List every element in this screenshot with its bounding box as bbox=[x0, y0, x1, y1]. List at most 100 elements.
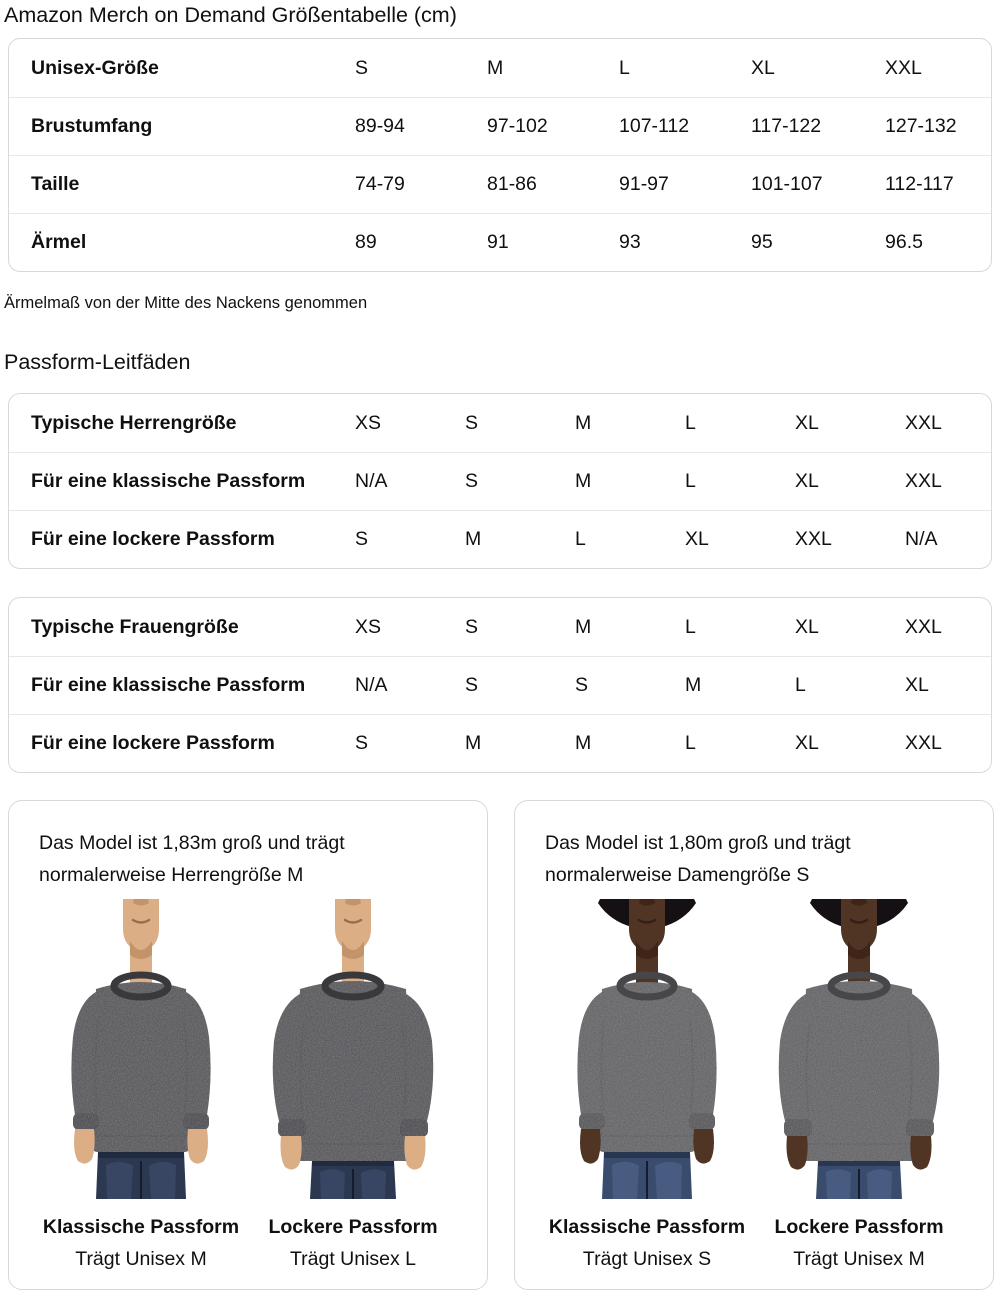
table-row: Unisex-Größe S M L XL XXL bbox=[9, 39, 991, 97]
male-model-card: Das Model ist 1,83m groß und trägt norma… bbox=[8, 800, 488, 1290]
row-value: XXL bbox=[905, 470, 942, 492]
fit-label: Lockere Passform bbox=[268, 1216, 438, 1238]
model-figure-loose: Lockere Passform Trägt Unisex L bbox=[247, 899, 459, 1271]
row-label: Typische Frauengröße bbox=[31, 615, 239, 638]
male-classic-fit-photo bbox=[36, 899, 246, 1199]
row-value: M bbox=[575, 615, 592, 638]
row-value: M bbox=[685, 674, 702, 696]
row-value: 89-94 bbox=[355, 115, 405, 137]
row-value: 127-132 bbox=[885, 115, 957, 137]
row-value: 93 bbox=[619, 231, 641, 253]
fit-label: Lockere Passform bbox=[774, 1216, 944, 1238]
model-figure-classic: Klassische Passform Trägt Unisex S bbox=[541, 899, 753, 1271]
row-value: XL bbox=[795, 470, 819, 492]
model-figure-loose: Lockere Passform Trägt Unisex M bbox=[753, 899, 965, 1271]
row-value: XS bbox=[355, 615, 382, 638]
row-label: Für eine klassische Passform bbox=[31, 470, 306, 492]
model-figures: Klassische Passform Trägt Unisex S Locke… bbox=[535, 899, 971, 1271]
table-row: Für eine klassische Passform N/A S S M L… bbox=[9, 656, 991, 714]
row-label: Ärmel bbox=[31, 231, 87, 253]
model-description: Das Model ist 1,83m groß und trägt norma… bbox=[39, 832, 345, 886]
row-value: S bbox=[355, 732, 369, 754]
row-value: M bbox=[465, 528, 482, 550]
row-value: N/A bbox=[905, 528, 938, 550]
row-value: L bbox=[685, 411, 696, 434]
row-value: L bbox=[619, 56, 630, 79]
row-value: 112-117 bbox=[885, 173, 954, 195]
table-row: Ärmel 89 91 93 95 96.5 bbox=[9, 213, 991, 271]
row-value: L bbox=[575, 528, 586, 550]
male-loose-fit-photo bbox=[248, 899, 458, 1199]
row-value: 96.5 bbox=[885, 231, 923, 253]
fit-guides-heading: Passform-Leitfäden bbox=[4, 350, 191, 374]
model-cards: Das Model ist 1,83m groß und trägt norma… bbox=[8, 800, 1000, 1290]
table-row: Für eine lockere Passform S M L XL XXL N… bbox=[9, 510, 991, 568]
table-row: Für eine lockere Passform S M M L XL XXL bbox=[9, 714, 991, 772]
row-value: 81-86 bbox=[487, 173, 537, 195]
row-value: 89 bbox=[355, 231, 377, 253]
row-value: M bbox=[465, 732, 482, 754]
female-classic-fit-photo bbox=[542, 899, 752, 1199]
row-value: S bbox=[465, 470, 479, 492]
size-label: Trägt Unisex S bbox=[582, 1248, 712, 1270]
row-value: S bbox=[355, 528, 369, 550]
row-value: L bbox=[685, 615, 696, 638]
table-row: Taille 74-79 81-86 91-97 101-107 112-117 bbox=[9, 155, 991, 213]
row-value: S bbox=[465, 674, 479, 696]
mens-fit-table: Typische Herrengröße XS S M L XL XXL Für… bbox=[8, 393, 992, 569]
row-value: XL bbox=[795, 732, 819, 754]
row-value: XXL bbox=[905, 615, 942, 638]
unisex-size-table: Unisex-Größe S M L XL XXL Brustumfang 89… bbox=[8, 38, 992, 272]
female-model-card: Das Model ist 1,80m groß und trägt norma… bbox=[514, 800, 994, 1290]
row-value: 91-97 bbox=[619, 173, 669, 195]
row-value: XXL bbox=[885, 56, 922, 79]
table-row: Brustumfang 89-94 97-102 107-112 117-122… bbox=[9, 97, 991, 155]
sleeve-measure-note: Ärmelmaß von der Mitte des Nackens genom… bbox=[4, 294, 368, 312]
row-value: 95 bbox=[751, 231, 773, 253]
size-label: Trägt Unisex L bbox=[289, 1248, 417, 1270]
table-row: Typische Frauengröße XS S M L XL XXL bbox=[9, 598, 991, 656]
row-label: Typische Herrengröße bbox=[31, 411, 237, 434]
row-value: XL bbox=[685, 528, 709, 550]
womens-fit-table: Typische Frauengröße XS S M L XL XXL Für… bbox=[8, 597, 992, 773]
row-label: Brustumfang bbox=[31, 115, 153, 137]
row-value: 91 bbox=[487, 231, 509, 253]
row-value: XXL bbox=[905, 732, 942, 754]
row-value: L bbox=[685, 732, 696, 754]
row-value: 117-122 bbox=[751, 115, 822, 137]
row-value: M bbox=[575, 732, 592, 754]
model-figures: Klassische Passform Trägt Unisex M Locke… bbox=[29, 899, 465, 1271]
row-value: XL bbox=[905, 674, 929, 696]
row-value: M bbox=[575, 470, 592, 492]
row-value: XXL bbox=[905, 411, 942, 434]
row-label: Taille bbox=[31, 173, 80, 195]
row-value: N/A bbox=[355, 674, 388, 696]
size-label: Trägt Unisex M bbox=[793, 1248, 925, 1270]
row-value: S bbox=[575, 674, 589, 696]
row-value: 107-112 bbox=[619, 115, 690, 137]
table-row: Typische Herrengröße XS S M L XL XXL bbox=[9, 394, 991, 452]
row-value: 101-107 bbox=[751, 173, 823, 195]
model-description: Das Model ist 1,80m groß und trägt norma… bbox=[545, 832, 851, 886]
row-value: XL bbox=[751, 56, 775, 79]
row-label: Für eine klassische Passform bbox=[31, 674, 306, 696]
row-value: 74-79 bbox=[355, 173, 405, 195]
row-label: Unisex-Größe bbox=[31, 56, 159, 79]
row-value: S bbox=[465, 411, 479, 434]
row-value: L bbox=[795, 674, 806, 696]
row-label: Für eine lockere Passform bbox=[31, 732, 275, 754]
model-figure-classic: Klassische Passform Trägt Unisex M bbox=[35, 899, 247, 1271]
row-value: L bbox=[685, 470, 696, 492]
row-value: N/A bbox=[355, 470, 388, 492]
row-value: M bbox=[575, 411, 592, 434]
table-row: Für eine klassische Passform N/A S M L X… bbox=[9, 452, 991, 510]
female-loose-fit-photo bbox=[754, 899, 964, 1199]
row-value: XXL bbox=[795, 528, 832, 550]
row-value: XL bbox=[795, 411, 819, 434]
page-title: Amazon Merch on Demand Größentabelle (cm… bbox=[4, 3, 457, 27]
row-value: S bbox=[355, 56, 369, 79]
row-value: M bbox=[487, 56, 504, 79]
fit-label: Klassische Passform bbox=[42, 1216, 240, 1238]
row-value: S bbox=[465, 615, 479, 638]
